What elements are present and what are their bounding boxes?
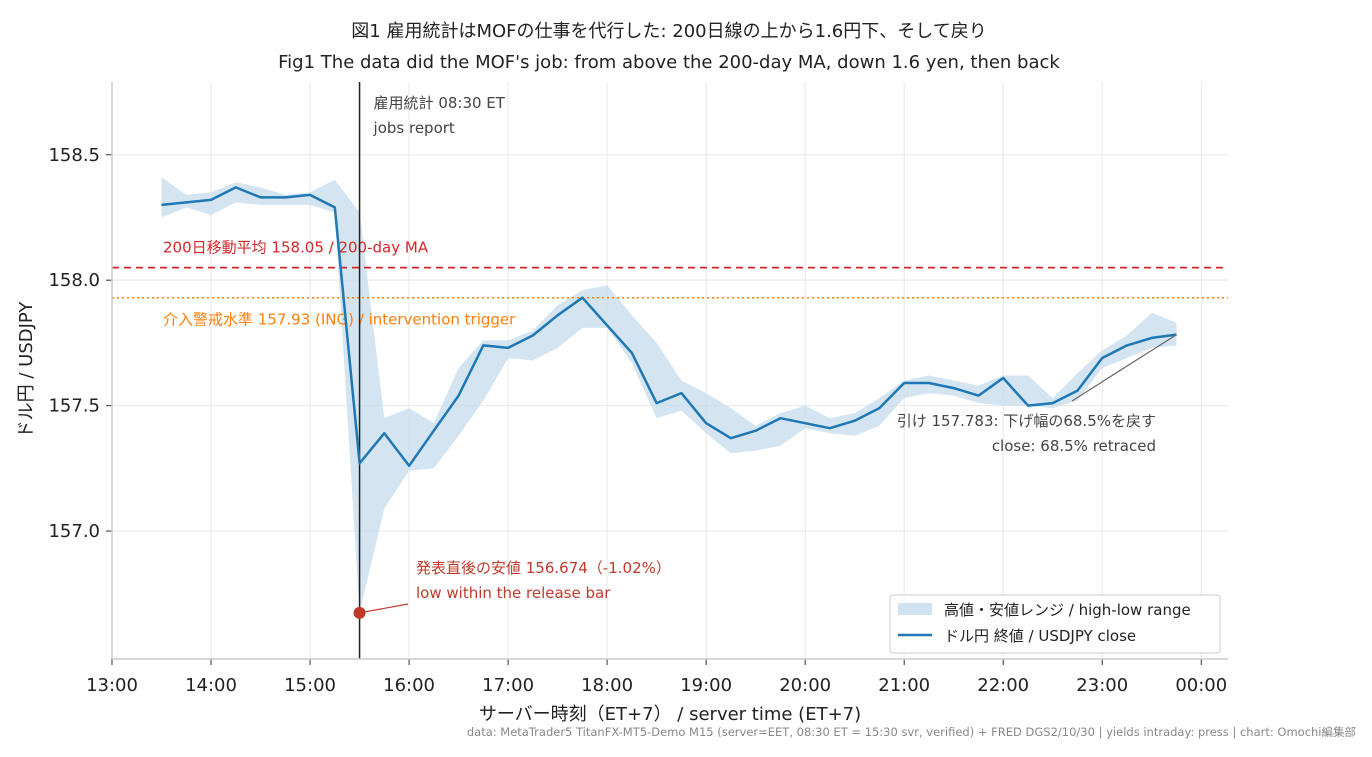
reference-lines: 200日移動平均 158.05 / 200-day MA 介入警戒水準 157.9… (112, 82, 1228, 659)
tick-labels: 13:00 14:00 15:00 16:00 17:00 18:00 19:00 20:00… (48, 145, 1227, 696)
release-label-en: jobs report (373, 119, 455, 137)
x-tick-label: 17:00 (482, 675, 534, 696)
x-tick-label: 13:00 (86, 675, 138, 696)
close-note-leader (1071, 334, 1177, 402)
legend-label-close: ドル円 終値 / USDJPY close (944, 627, 1136, 645)
x-tick-label: 20:00 (779, 675, 831, 696)
high-low-range-band (161, 177, 1177, 613)
x-axis-label: サーバー時刻（ET+7） / server time (ET+7) (479, 704, 861, 725)
x-tick-label: 23:00 (1076, 675, 1128, 696)
x-tick-label: 16:00 (383, 675, 435, 696)
x-tick-label: 22:00 (977, 675, 1029, 696)
legend: 高値・安値レンジ / high-low range ドル円 終値 / USDJP… (889, 594, 1221, 654)
close-line-layer (161, 186, 1177, 468)
y-axis-label: ドル円 / USDJPY (16, 301, 37, 439)
footer-source: data: MetaTrader5 TitanFX-MT5-Demo M15 (… (467, 725, 1356, 739)
x-tick-label: 15:00 (284, 675, 336, 696)
legend-label-range: 高値・安値レンジ / high-low range (944, 601, 1191, 619)
x-tick-label: 14:00 (185, 675, 237, 696)
axes (106, 82, 1228, 665)
high-low-band-layer (161, 177, 1177, 613)
x-tick-label: 18:00 (581, 675, 633, 696)
chart-subtitle: Fig1 The data did the MOF's job: from ab… (278, 52, 1060, 73)
x-tick-label: 19:00 (680, 675, 732, 696)
x-tick-label: 21:00 (878, 675, 930, 696)
close-note-label-en: close: 68.5% retraced (992, 437, 1156, 455)
close-series-line (161, 186, 1177, 468)
y-tick-label: 158.5 (48, 145, 100, 166)
legend-swatch-range (898, 603, 932, 615)
legend-box (889, 594, 1221, 654)
release-label-jp: 雇用統計 08:30 ET (374, 94, 506, 112)
low-point-label-en: low within the release bar (416, 584, 611, 602)
y-tick-label: 157.5 (48, 396, 100, 417)
annotation-layer: 発表直後の安値 156.674（-1.02%） low within the re… (353, 334, 1177, 619)
y-tick-label: 158.0 (48, 270, 100, 291)
ma200-label: 200日移動平均 158.05 / 200-day MA (163, 239, 429, 257)
intervention-label: 介入警戒水準 157.93 (ING) / intervention trigg… (163, 311, 516, 329)
chart-title: 図1 雇用統計はMOFの仕事を代行した: 200日線の上から1.6円下、そして戻… (351, 21, 986, 42)
low-point-leader (359, 603, 409, 614)
y-tick-label: 157.0 (48, 521, 100, 542)
low-point-marker (353, 606, 366, 619)
close-note-label-jp: 引け 157.783: 下げ幅の68.5%を戻す (897, 412, 1156, 430)
x-tick-label: 00:00 (1175, 675, 1227, 696)
low-point-label-jp: 発表直後の安値 156.674（-1.02%） (416, 559, 671, 577)
